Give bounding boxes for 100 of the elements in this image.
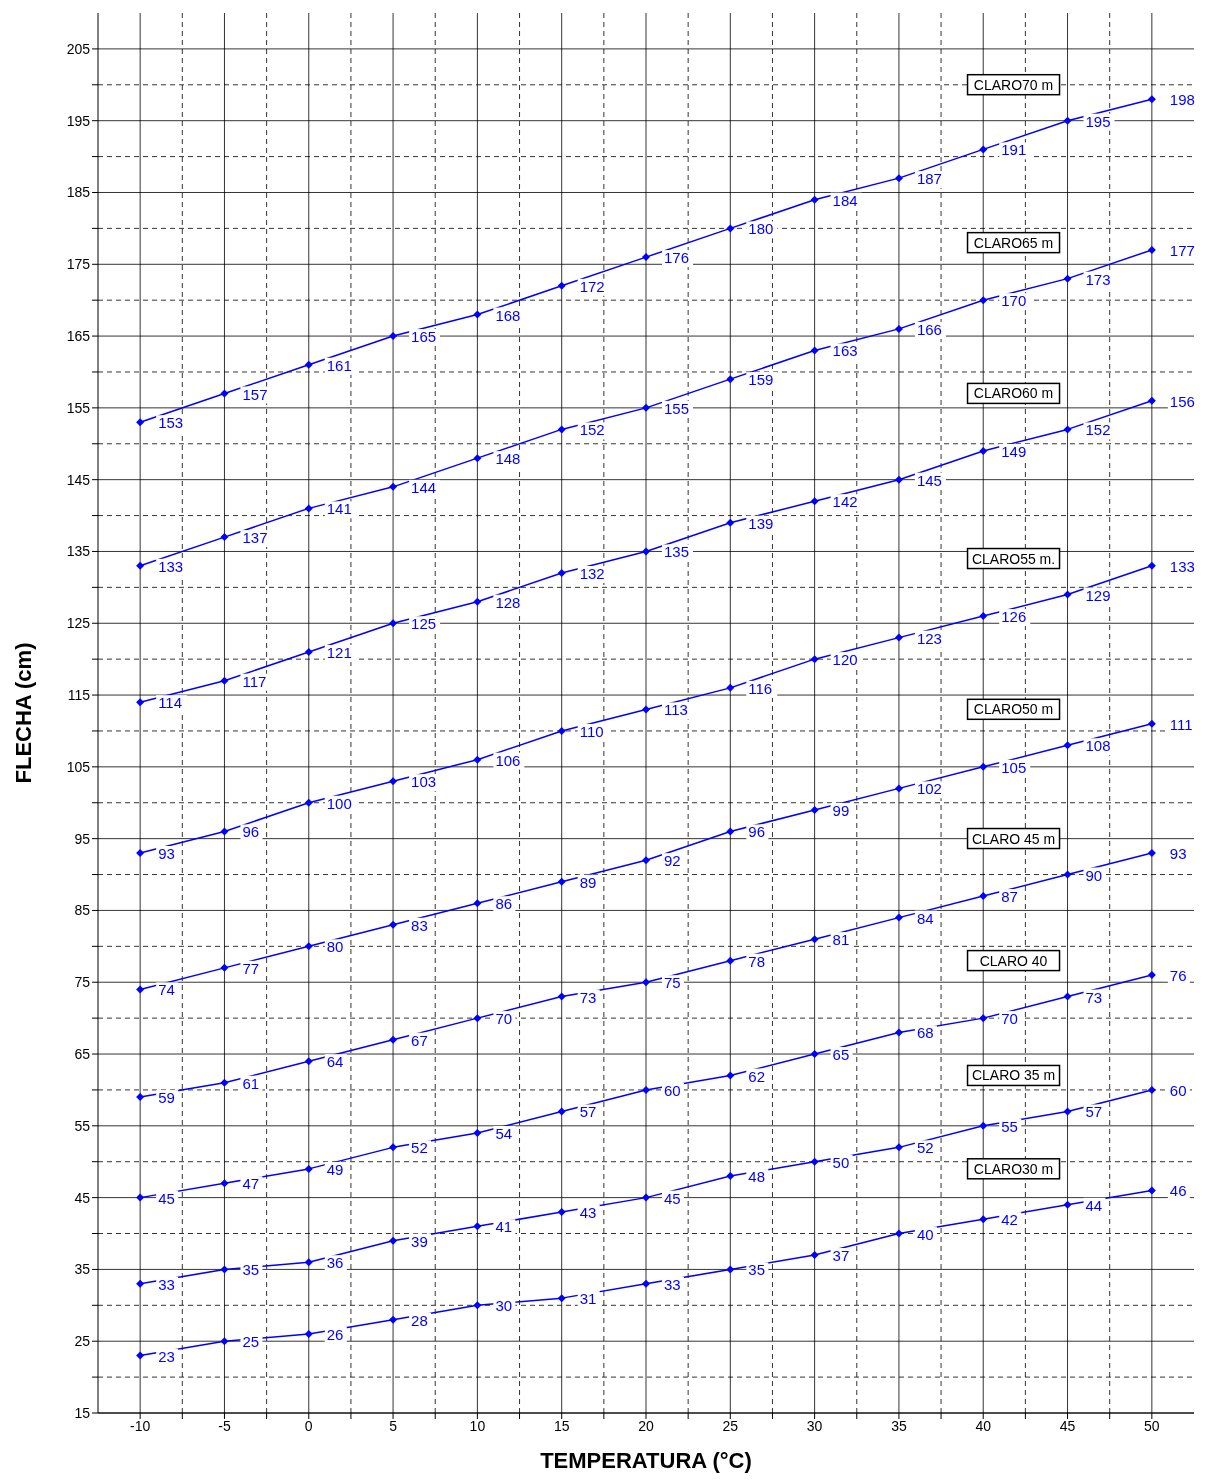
- data-label: 106: [495, 751, 521, 769]
- point: [136, 849, 145, 857]
- point: [136, 1279, 145, 1288]
- point: [726, 518, 735, 527]
- data-label: 142: [832, 493, 858, 511]
- data-label: 43: [579, 1203, 597, 1221]
- data-label: 176: [664, 249, 690, 267]
- y-tick-label: 155: [66, 399, 91, 416]
- point: [642, 856, 650, 865]
- point: [1147, 1085, 1156, 1094]
- point: [220, 1078, 229, 1087]
- x-tick-label: 35: [891, 1417, 907, 1434]
- data-label: 64: [326, 1053, 344, 1071]
- data-label: 149: [1001, 442, 1027, 460]
- data-label: 191: [1001, 141, 1027, 159]
- point: [389, 1315, 398, 1324]
- point: [220, 1265, 229, 1274]
- data-label: 81: [832, 931, 850, 949]
- point: [1063, 116, 1072, 125]
- data-label: 54: [495, 1125, 513, 1142]
- point: [642, 705, 650, 714]
- data-label: 87: [1001, 888, 1018, 906]
- point: [810, 1157, 819, 1166]
- point: [726, 375, 735, 384]
- point: [642, 1085, 650, 1094]
- point: [894, 784, 903, 793]
- data-label: 73: [579, 988, 597, 1006]
- point: [642, 403, 650, 412]
- y-tick-label: 35: [74, 1261, 91, 1278]
- data-label: 144: [411, 478, 437, 496]
- point: [304, 798, 313, 807]
- point: [810, 935, 819, 944]
- data-label: 180: [748, 220, 774, 238]
- data-label: 84: [916, 909, 934, 927]
- y-tick-label: 55: [74, 1117, 91, 1134]
- data-label: 68: [916, 1024, 934, 1042]
- point: [726, 956, 735, 965]
- point: [979, 1121, 988, 1130]
- data-label: 165: [411, 328, 437, 346]
- data-label: 74: [158, 981, 175, 999]
- point: [220, 676, 229, 685]
- point: [1147, 719, 1156, 728]
- point: [894, 475, 903, 484]
- y-axis-title: FLECHA (cm): [10, 642, 36, 784]
- point: [473, 1301, 482, 1310]
- data-label: 55: [1001, 1117, 1018, 1135]
- data-label: 123: [916, 629, 942, 647]
- data-label: 41: [495, 1218, 513, 1236]
- data-label: 96: [748, 823, 765, 841]
- point: [1063, 992, 1072, 1001]
- y-tick-label: 175: [66, 256, 91, 273]
- data-label: 152: [579, 421, 605, 439]
- y-tick-label: 65: [74, 1046, 91, 1062]
- x-tick-label: 5: [389, 1417, 398, 1434]
- point: [894, 913, 903, 922]
- data-label: 132: [579, 565, 605, 582]
- data-label: 49: [326, 1160, 344, 1178]
- point: [473, 1129, 482, 1137]
- point: [136, 698, 145, 707]
- text: CLARO 40: [979, 952, 1048, 969]
- y-tick-label: 15: [74, 1404, 91, 1421]
- x-tick-label: -10: [130, 1417, 151, 1434]
- point: [1147, 245, 1156, 254]
- point: [136, 561, 145, 570]
- point: [557, 1294, 566, 1303]
- y-tick-label: 115: [67, 687, 91, 704]
- point: [810, 346, 819, 355]
- data-label: 23: [158, 1347, 175, 1365]
- point: [304, 1330, 313, 1339]
- data-label: 92: [664, 852, 681, 870]
- data-label: 135: [664, 543, 690, 561]
- data-label: 133: [1169, 557, 1195, 575]
- data-label: 26: [326, 1326, 344, 1344]
- point: [979, 446, 988, 455]
- point: [136, 1093, 145, 1102]
- point: [726, 1172, 735, 1181]
- series-label: CLARO55 m.: [971, 550, 1056, 567]
- data-label: 52: [916, 1139, 934, 1157]
- data-label: 133: [158, 557, 184, 575]
- series-label: CLARO70 m: [973, 76, 1054, 93]
- data-label: 184: [832, 191, 858, 209]
- point: [979, 762, 988, 771]
- data-label: 187: [916, 170, 942, 188]
- point: [473, 597, 482, 606]
- point: [220, 827, 229, 836]
- point: [979, 1215, 988, 1224]
- data-label: 57: [579, 1103, 597, 1121]
- point: [304, 647, 313, 656]
- data-label: 129: [1085, 586, 1111, 604]
- data-label: 145: [916, 471, 942, 489]
- point: [726, 1265, 735, 1274]
- data-label: 117: [242, 672, 267, 690]
- data-label: 78: [748, 952, 765, 970]
- point: [389, 619, 398, 628]
- data-label: 177: [1169, 241, 1195, 259]
- x-tick-label: 50: [1144, 1417, 1160, 1434]
- point: [1063, 741, 1072, 750]
- point: [557, 1207, 566, 1216]
- data-label: 93: [158, 845, 175, 862]
- data-label: 128: [495, 593, 521, 611]
